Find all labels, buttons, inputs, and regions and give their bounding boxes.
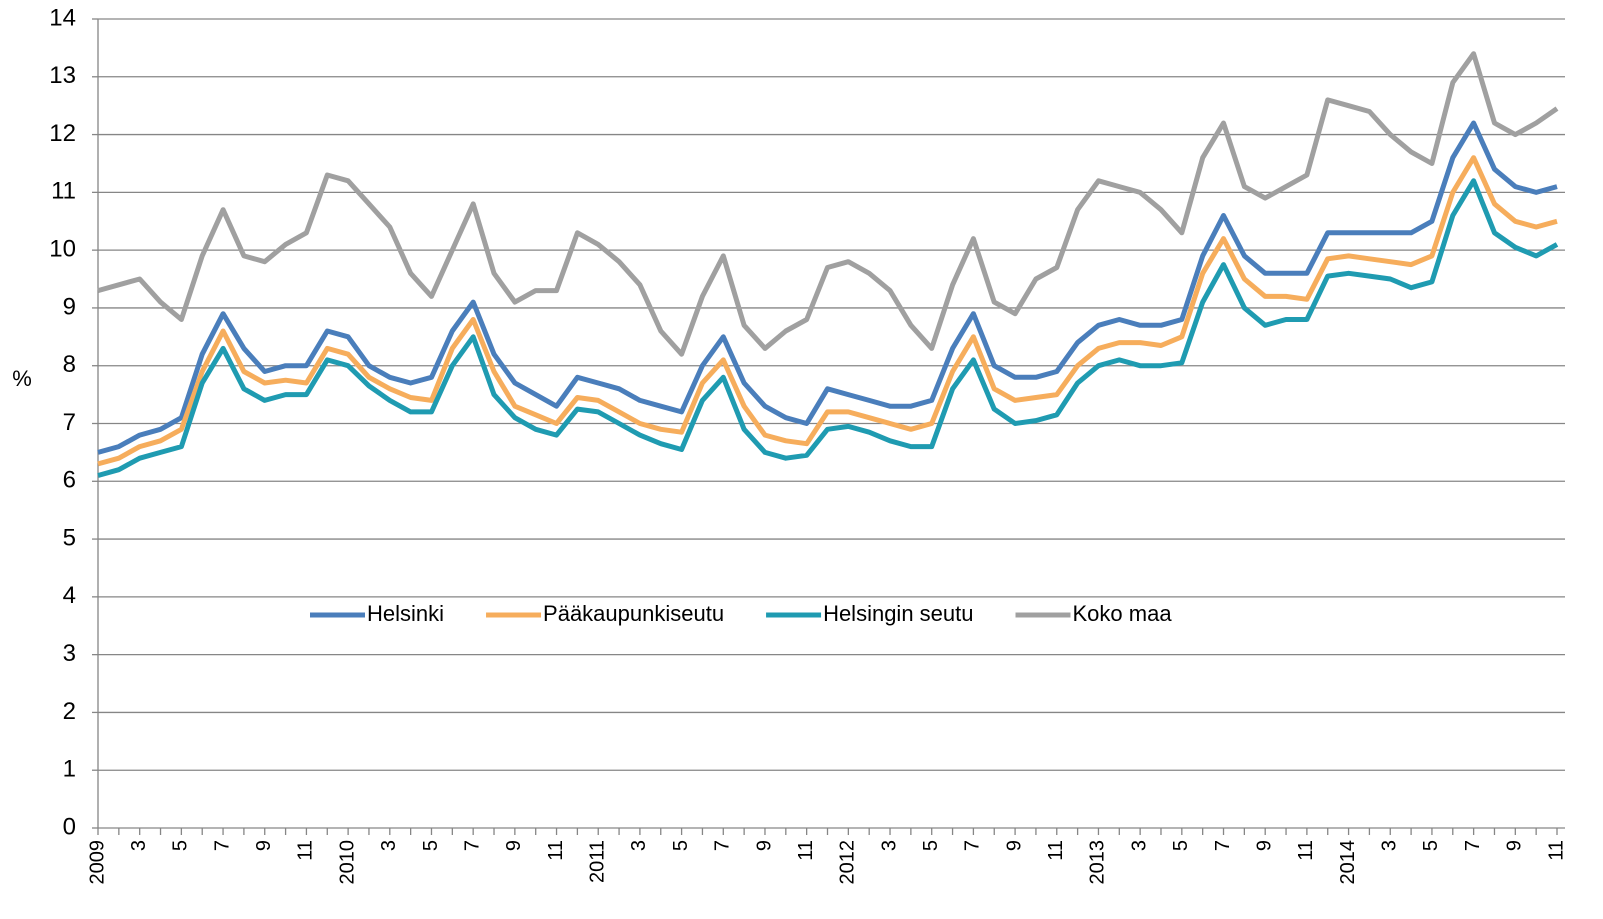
legend-label: Pääkaupunkiseutu: [543, 601, 724, 626]
y-tick-label: 13: [49, 62, 76, 89]
x-tick-label: 9: [1253, 840, 1275, 851]
x-tick-label: 3: [1379, 840, 1401, 851]
y-tick-label: 12: [49, 120, 76, 147]
x-tick-label: 3: [128, 840, 150, 851]
x-tick-label: 9: [253, 840, 275, 851]
y-tick-label: 7: [63, 409, 76, 436]
y-tick-label: 9: [63, 293, 76, 320]
x-tick-label: 5: [420, 840, 442, 851]
y-tick-label: 5: [63, 524, 76, 551]
y-tick-label: 2: [63, 698, 76, 725]
y-tick-label: 6: [63, 467, 76, 494]
x-tick-label: 11: [545, 840, 567, 861]
y-tick-label: 8: [63, 351, 76, 378]
x-tick-label: 9: [1504, 840, 1526, 851]
x-tick-label: 11: [1295, 840, 1317, 861]
x-tick-label: 5: [1420, 840, 1442, 851]
x-tick-label: 3: [1128, 840, 1150, 851]
series-line: [97, 155, 1558, 467]
series-line: [97, 51, 1559, 357]
y-tick-label: 10: [49, 235, 76, 262]
x-tick-label: 5: [670, 840, 692, 851]
x-tick-label: 3: [378, 840, 400, 851]
x-tick-label: 11: [1045, 840, 1067, 861]
x-tick-label: 2011: [587, 840, 609, 883]
x-tick-label: 5: [920, 840, 942, 851]
y-tick-label: 14: [49, 4, 76, 31]
x-tick-label: 9: [503, 840, 525, 851]
x-tick-label: 11: [1545, 840, 1567, 861]
x-tick-label: 11: [295, 840, 317, 861]
x-tick-label: 9: [753, 840, 775, 851]
y-axis-label: %: [12, 366, 32, 391]
x-tick-label: 7: [211, 840, 233, 851]
legend-label: Helsinki: [367, 601, 444, 626]
x-tick-label: 2013: [1087, 840, 1109, 885]
legend-label: Helsingin seutu: [823, 601, 973, 626]
x-tick-label: 7: [461, 840, 483, 851]
x-tick-label: 7: [1462, 840, 1484, 851]
legend-label: Koko maa: [1073, 601, 1173, 626]
y-tick-label: 3: [63, 640, 76, 667]
series-line: [97, 178, 1559, 478]
x-tick-label: 7: [962, 840, 984, 851]
x-tick-label: 9: [1003, 840, 1025, 851]
y-tick-label: 11: [51, 178, 76, 205]
x-tick-label: 3: [878, 840, 900, 851]
x-tick-label: 11: [795, 840, 817, 861]
y-tick-label: 1: [63, 756, 76, 783]
x-tick-label: 2014: [1337, 840, 1359, 885]
x-tick-label: 7: [712, 840, 734, 851]
x-tick-label: 2010: [336, 840, 358, 885]
series-line: [97, 120, 1558, 455]
x-tick-label: 5: [170, 840, 192, 851]
x-tick-label: 7: [1212, 840, 1234, 851]
x-tick-label: 2012: [837, 840, 859, 885]
x-tick-label: 2009: [86, 840, 108, 885]
x-tick-label: 3: [628, 840, 650, 851]
y-tick-label: 4: [63, 582, 76, 609]
x-tick-label: 5: [1170, 840, 1192, 851]
y-tick-label: 0: [63, 813, 76, 840]
